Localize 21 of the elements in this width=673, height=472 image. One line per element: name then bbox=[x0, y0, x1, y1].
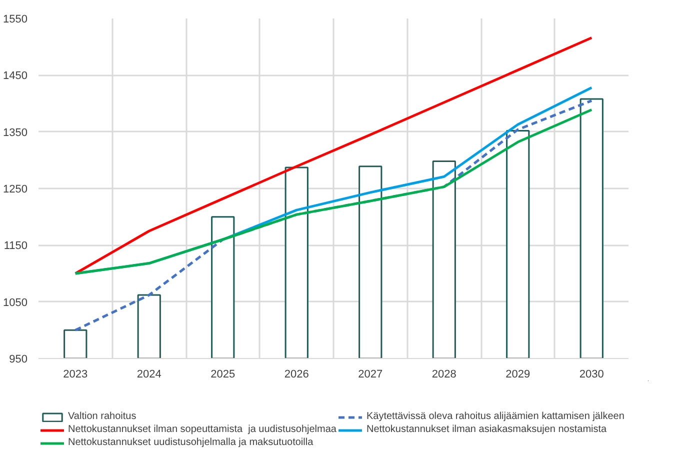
x-tick-label: 2024 bbox=[136, 368, 162, 380]
legend-label: Nettokustannukset ilman asiakasmaksujen nostamista bbox=[366, 424, 607, 435]
x-tick-label: 2030 bbox=[579, 368, 604, 380]
x-tick-label: 2023 bbox=[63, 368, 88, 380]
x-tick-label: 2025 bbox=[210, 368, 236, 380]
x-tick-label: 2029 bbox=[506, 368, 530, 380]
legend-label: Käytettävissä oleva rahoitus alijäämien kattamisen jälkeen bbox=[366, 411, 624, 422]
y-tick-label: 1050 bbox=[3, 296, 28, 309]
line-series bbox=[74, 36, 593, 275]
legend-label: Valtion rahoitus bbox=[68, 411, 136, 422]
y-tick-label: 1350 bbox=[3, 126, 28, 139]
legend-label: Nettokustannukset uudistusohjelmalla ja maksutuotoilla bbox=[68, 437, 314, 448]
y-tick-label: 1550 bbox=[3, 14, 28, 26]
x-tick-label: 2026 bbox=[284, 368, 309, 380]
y-tick-label: 1250 bbox=[3, 184, 28, 196]
y-tick-label: 1450 bbox=[3, 70, 28, 82]
legend-label: Nettokustannukset ilman sopeuttamista ja uudistusohjelmaa bbox=[68, 424, 336, 435]
y-tick-label: 1150 bbox=[4, 240, 28, 252]
x-tick-label: 2027 bbox=[358, 368, 383, 380]
x-tick-label: 2028 bbox=[432, 368, 456, 380]
y-tick-label: 950 bbox=[9, 354, 28, 366]
